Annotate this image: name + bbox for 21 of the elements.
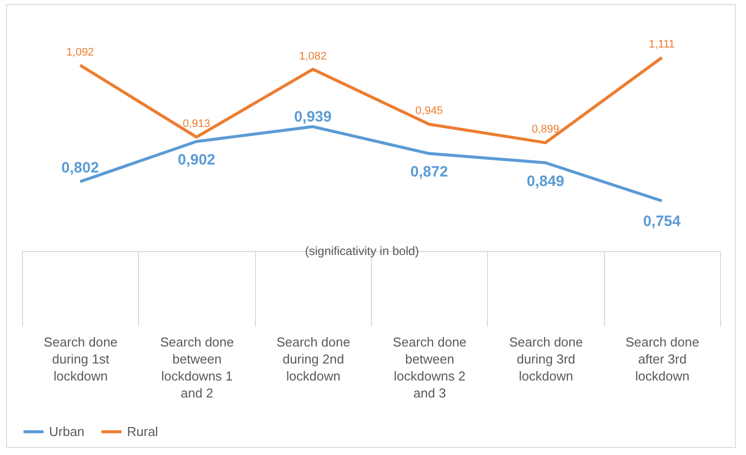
data-label: 0,913 <box>182 118 210 130</box>
data-label: 1,092 <box>66 46 94 58</box>
data-label: 1,082 <box>299 50 327 62</box>
x-tick-label: Search done during 1st lockdown <box>44 334 118 384</box>
data-label: 0,802 <box>61 160 99 177</box>
legend-label: Rural <box>127 424 158 439</box>
x-tick-label: Search done after 3rd lockdown <box>625 334 700 384</box>
data-label: 0,902 <box>178 151 216 168</box>
x-tick-label: Search done between lockdowns 2 and 3 <box>392 334 467 400</box>
data-label: 0,754 <box>643 212 682 230</box>
x-tick-label: Search done during 2nd lockdown <box>276 334 350 384</box>
data-label: 0,872 <box>410 164 448 181</box>
legend-label: Urban <box>49 424 84 439</box>
text: (significativity in bold) <box>304 244 420 258</box>
data-label: 0,945 <box>415 105 443 118</box>
x-tick-label: Search done during 3rd lockdown <box>509 334 583 384</box>
data-label: 1,111 <box>648 38 675 51</box>
x-tick-label: Search done between lockdowns 1 and 2 <box>160 334 234 400</box>
data-label: 0,899 <box>532 124 560 136</box>
data-label: 0,849 <box>526 172 564 190</box>
data-label: 0,939 <box>294 108 332 126</box>
